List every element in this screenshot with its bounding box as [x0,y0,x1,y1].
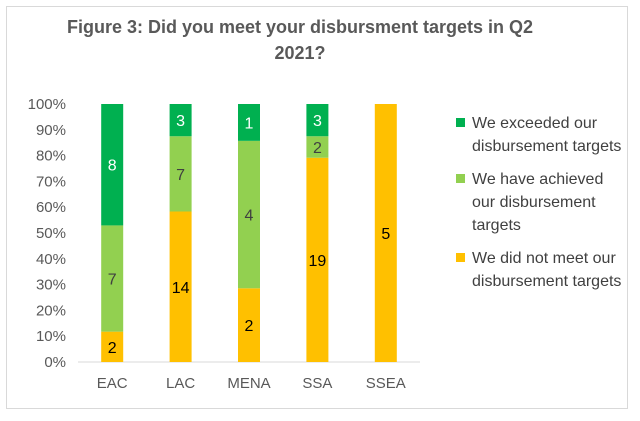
y-tick-label: 60% [36,199,66,216]
bar-segment [169,104,192,137]
data-label: 7 [176,167,185,184]
data-label: 2 [108,340,117,357]
x-tick-label: SSEA [366,375,406,392]
y-tick-label: 40% [36,251,66,268]
bar-segment [306,104,329,137]
chart-title: Figure 3: Did you meet your disbursment … [66,17,534,63]
x-tick-label: EAC [97,375,128,392]
y-tick-label: 80% [36,148,66,165]
data-label: 19 [309,253,327,270]
chart-legend: We exceeded our disbursement targets We … [456,112,626,303]
legend-item-exceeded: We exceeded our disbursement targets [456,112,626,158]
x-tick-label: MENA [227,375,270,392]
legend-swatch-achieved [456,174,465,183]
data-label: 3 [176,113,185,130]
legend-label-not-met: We did not meet our disbursement targets [472,250,622,290]
data-label: 4 [245,208,254,225]
bar-segment [306,157,329,362]
data-label: 5 [381,226,390,243]
bar-segment [238,288,260,362]
y-tick-label: 30% [36,277,66,294]
data-label: 8 [108,158,117,175]
y-tick-label: 90% [36,122,66,139]
data-label: 2 [245,318,254,335]
y-tick-label: 10% [36,328,66,345]
data-label: 7 [108,272,117,289]
data-label: 2 [313,140,322,157]
legend-label-achieved: We have achieved our disbursement target… [472,171,604,234]
legend-label-exceeded: We exceeded our disbursement targets [472,115,622,155]
y-tick-label: 70% [36,173,66,190]
y-tick-label: 0% [44,354,66,371]
bar-segment [238,104,260,141]
data-label: 14 [172,280,190,297]
bar-segment [101,104,124,226]
data-label: 1 [245,115,254,132]
bar-segment [169,136,192,212]
x-tick-label: LAC [166,375,195,392]
bar-segment [101,225,124,332]
legend-swatch-not-met [456,253,465,262]
y-tick-label: 100% [28,96,66,113]
bar-segment [306,136,329,158]
legend-item-not-met: We did not meet our disbursement targets [456,247,626,293]
data-label: 3 [313,113,322,130]
bar-segment [169,211,192,362]
bar-segment [101,331,124,362]
legend-swatch-exceeded [456,118,465,127]
bar-segment [238,140,260,289]
y-tick-label: 20% [36,302,66,319]
legend-item-achieved: We have achieved our disbursement target… [456,168,626,237]
y-tick-label: 50% [36,225,66,242]
bar-segment [374,104,397,362]
x-tick-label: SSA [302,375,332,392]
